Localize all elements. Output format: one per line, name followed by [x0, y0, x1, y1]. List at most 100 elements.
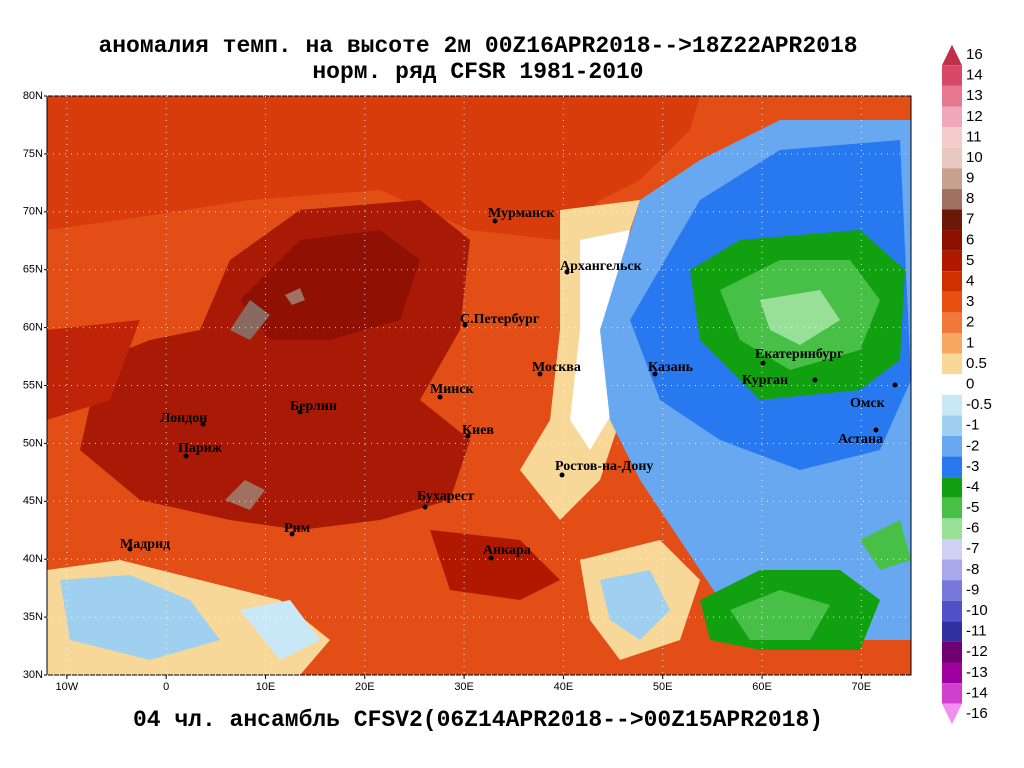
- y-tick-label: 55N: [23, 379, 43, 391]
- colorbar-label: -10: [966, 602, 988, 619]
- city-dot: [488, 555, 494, 561]
- colorbar-label: 0: [966, 375, 974, 392]
- colorbar-swatch: [942, 127, 962, 148]
- colorbar-swatch: [942, 456, 962, 478]
- colorbar-label: 2: [966, 314, 974, 331]
- x-tick-label: 70E: [852, 681, 872, 693]
- colorbar-label: -14: [966, 684, 988, 701]
- city-dot: [200, 421, 206, 427]
- city-dot: [465, 433, 471, 439]
- city-label: С.Петербург: [460, 312, 539, 327]
- city-label: Париж: [178, 441, 223, 456]
- city-label: Мурманск: [488, 206, 555, 221]
- colorbar-swatch: [942, 621, 962, 642]
- colorbar-swatch: [942, 518, 962, 539]
- x-tick-label: 50E: [653, 681, 673, 693]
- city-label: Киев: [462, 423, 494, 438]
- x-tick-label: 10W: [56, 681, 79, 693]
- colorbar-label: -4: [966, 478, 979, 495]
- colorbar-swatch: [942, 683, 962, 704]
- y-tick-label: 45N: [23, 495, 43, 507]
- colorbar-swatch: [942, 85, 962, 107]
- colorbar-swatch: [942, 312, 962, 334]
- colorbar-label: 13: [966, 87, 983, 104]
- colorbar-label: 7: [966, 211, 974, 228]
- city-label: Архангельск: [560, 259, 643, 274]
- city-dot: [183, 453, 189, 459]
- colorbar-label: 3: [966, 293, 974, 310]
- colorbar-label: 6: [966, 231, 974, 248]
- colorbar-swatch: [942, 65, 962, 86]
- x-tick-label: 20E: [355, 681, 375, 693]
- colorbar-label: -12: [966, 643, 988, 660]
- x-tick-label: 30E: [454, 681, 474, 693]
- colorbar-swatch: [942, 147, 962, 169]
- anomaly-field: [47, 96, 911, 675]
- colorbar-swatch: [942, 641, 962, 663]
- y-tick-label: 35N: [23, 611, 43, 623]
- x-tick-label: 40E: [554, 681, 574, 693]
- colorbar-swatch: [942, 538, 962, 560]
- colorbar-label: 0.5: [966, 355, 987, 372]
- city-label: Бухарест: [417, 489, 474, 504]
- colorbar-swatch: [942, 168, 962, 189]
- colorbar-swatch: [942, 106, 962, 128]
- colorbar-label: -5: [966, 499, 979, 516]
- y-tick-label: 80N: [23, 90, 43, 102]
- city-label: Екатеринбург: [755, 347, 843, 362]
- colorbar-swatch: [942, 333, 962, 354]
- colorbar-label: -1: [966, 417, 979, 434]
- city-dot: [652, 371, 658, 377]
- city-label: Казань: [648, 360, 694, 375]
- city-dot: [760, 360, 766, 366]
- city-label: Берлин: [290, 399, 337, 414]
- city-dot: [462, 322, 468, 328]
- colorbar-label: 10: [966, 149, 983, 166]
- city-dot: [289, 531, 295, 537]
- x-tick-label: 10E: [256, 681, 276, 693]
- colorbar-swatch: [942, 44, 962, 66]
- colorbar-swatch: [942, 374, 962, 395]
- y-tick-label: 40N: [23, 553, 43, 565]
- colorbar-label: -6: [966, 520, 979, 537]
- colorbar-label: 8: [966, 190, 974, 207]
- colorbar-label: -0.5: [966, 396, 992, 413]
- city-label: Омск: [850, 396, 886, 411]
- colorbar-label: -9: [966, 581, 979, 598]
- colorbar-label: 5: [966, 252, 974, 269]
- city-label: Астана: [838, 432, 883, 447]
- x-tick-label: 0: [163, 681, 169, 693]
- city-label: Лондон: [160, 411, 207, 426]
- colorbar-swatch: [942, 477, 962, 498]
- city-dot: [127, 546, 133, 552]
- colorbar-label: 4: [966, 273, 974, 290]
- map-footer: 04 чл. ансамбль CFSV2(06Z14APR2018-->00Z…: [133, 707, 823, 733]
- colorbar-label: -13: [966, 664, 988, 681]
- colorbar-swatch: [942, 250, 962, 272]
- map-title: аномалия темп. на высоте 2м 00Z16APR2018…: [98, 33, 857, 59]
- colorbar-label: -2: [966, 437, 979, 454]
- colorbar-swatch: [942, 394, 962, 416]
- city-dot: [564, 269, 570, 275]
- colorbar-swatch: [942, 188, 962, 210]
- city-label: Курган: [742, 373, 788, 388]
- city-dot: [537, 371, 543, 377]
- city-dot: [892, 382, 898, 388]
- colorbar-label: 12: [966, 108, 983, 125]
- colorbar-swatch: [942, 353, 962, 375]
- colorbar-label: -16: [966, 705, 988, 722]
- colorbar-swatch: [942, 600, 962, 622]
- colorbar-label: -7: [966, 540, 979, 557]
- colorbar-swatch: [942, 662, 962, 684]
- colorbar-label: -8: [966, 561, 979, 578]
- colorbar-swatch: [942, 209, 962, 231]
- colorbar-label: 16: [966, 46, 983, 63]
- colorbar-swatch: [942, 580, 962, 601]
- y-tick-label: 75N: [23, 148, 43, 160]
- city-label: Мадрид: [120, 537, 170, 552]
- colorbar-label: 11: [966, 128, 982, 145]
- y-tick-label: 65N: [23, 264, 43, 276]
- map-subtitle: норм. ряд CFSR 1981-2010: [312, 59, 643, 85]
- colorbar-swatch: [942, 230, 962, 251]
- colorbar-label: 1: [966, 334, 974, 351]
